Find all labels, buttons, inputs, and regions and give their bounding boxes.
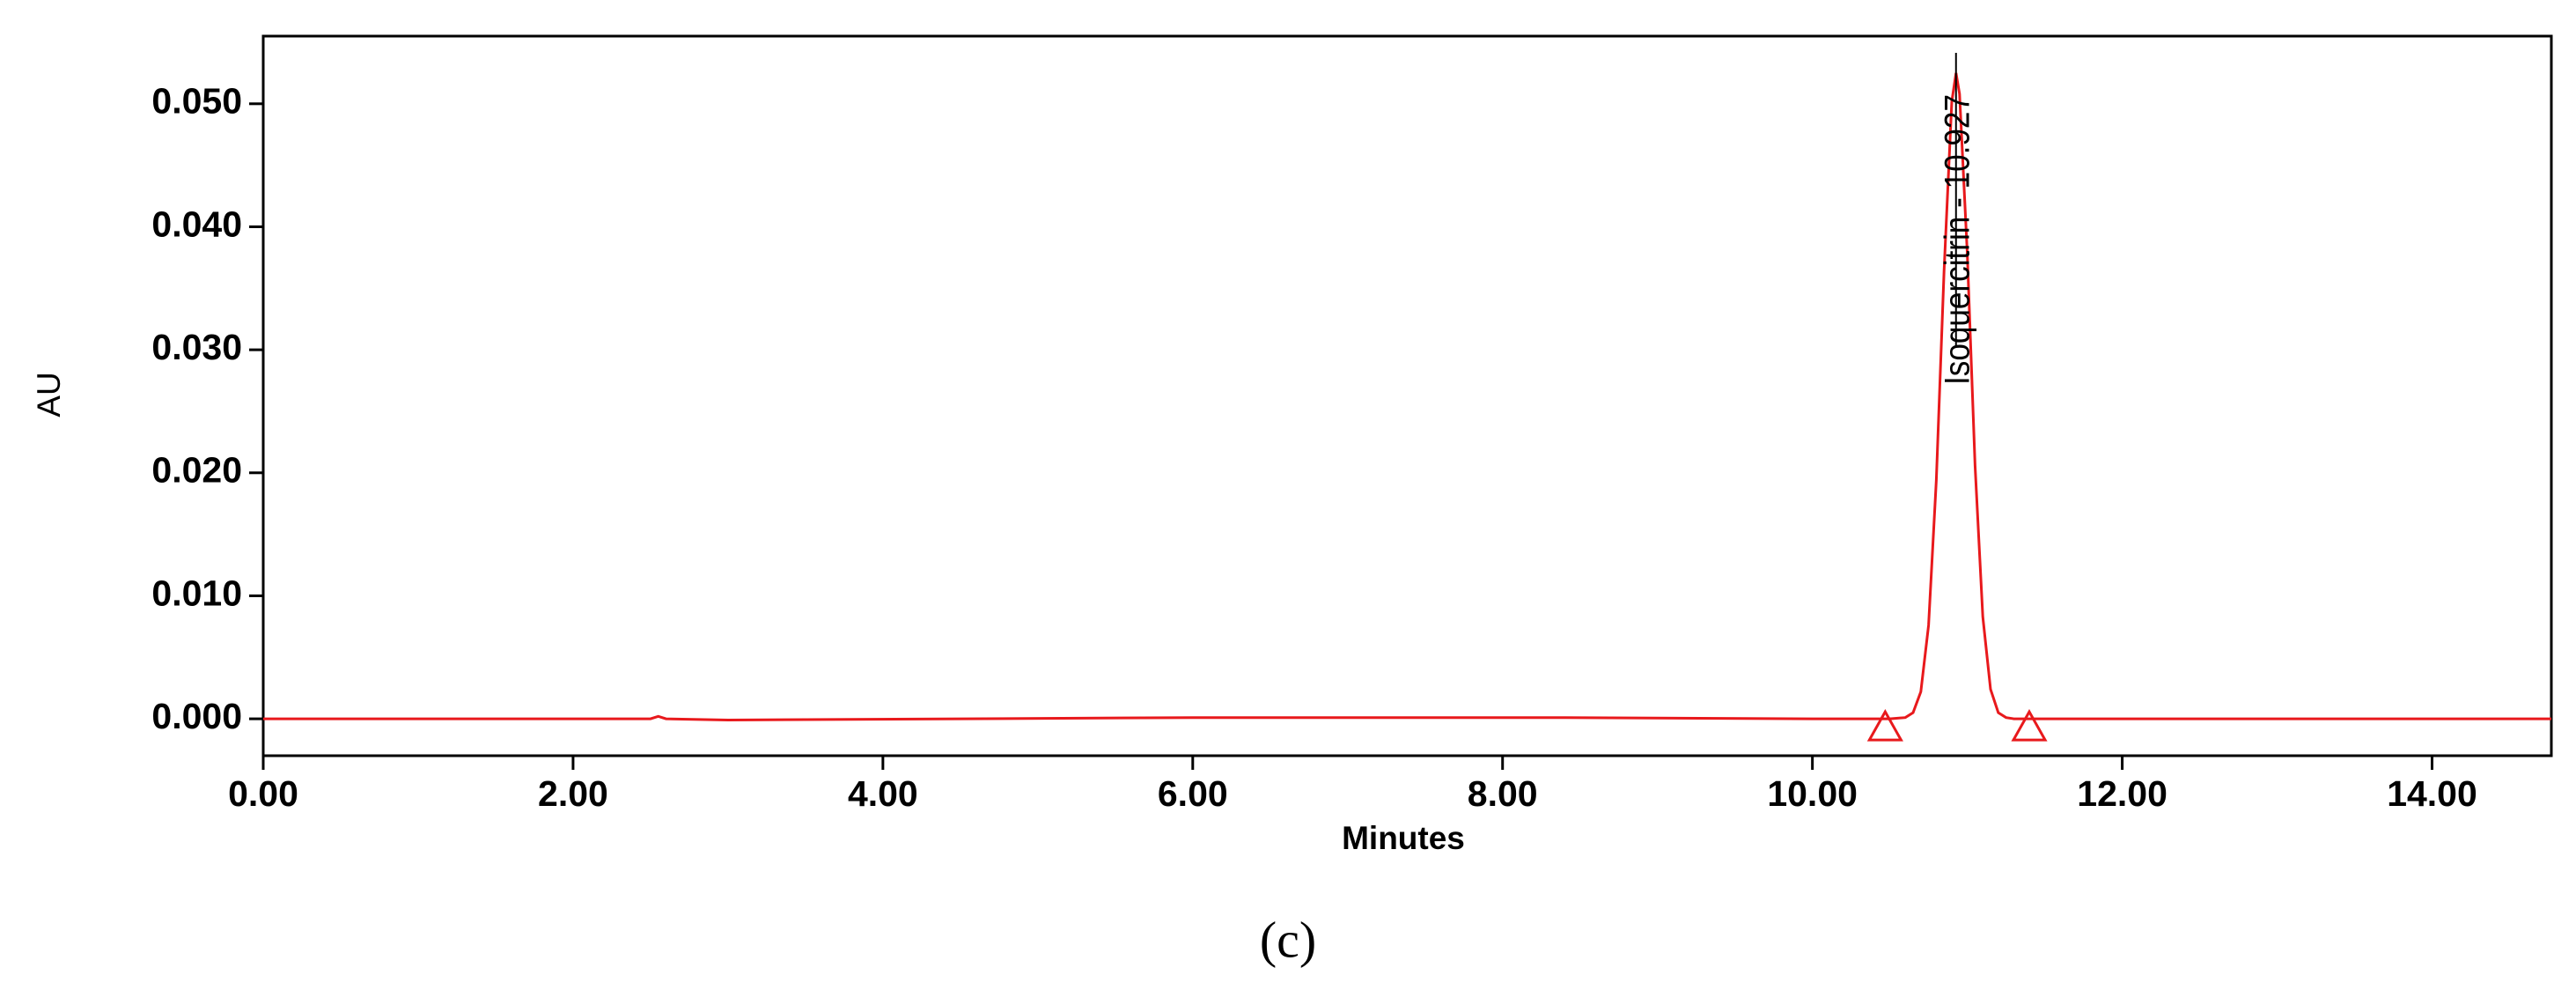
x-axis-label: Minutes (1342, 820, 1465, 856)
x-tick-label: 10.00 (1767, 773, 1858, 814)
y-tick-label: 0.010 (151, 573, 242, 613)
y-tick-label: 0.030 (151, 327, 242, 367)
x-tick-label: 14.00 (2387, 773, 2477, 814)
caption: (c) (1260, 911, 1316, 968)
x-tick-label: 6.00 (1158, 773, 1228, 814)
y-tick-label: 0.040 (151, 203, 242, 244)
y-tick-label: 0.020 (151, 450, 242, 491)
x-tick-label: 2.00 (538, 773, 608, 814)
baseline-marker (2011, 709, 2048, 742)
baseline-marker (1866, 709, 1903, 742)
y-tick-label: 0.000 (151, 696, 242, 736)
x-tick-label: 8.00 (1468, 773, 1538, 814)
peak-annotation: Isoquercitrin - 10.927 (1938, 94, 1976, 385)
x-tick-label: 0.00 (228, 773, 298, 814)
y-tick-label: 0.050 (151, 81, 242, 122)
plot-frame (261, 34, 2553, 757)
x-tick-label: 4.00 (848, 773, 918, 814)
x-tick-label: 12.00 (2077, 773, 2168, 814)
y-axis-label: AU (31, 372, 67, 417)
chromatogram-line (263, 72, 2551, 722)
